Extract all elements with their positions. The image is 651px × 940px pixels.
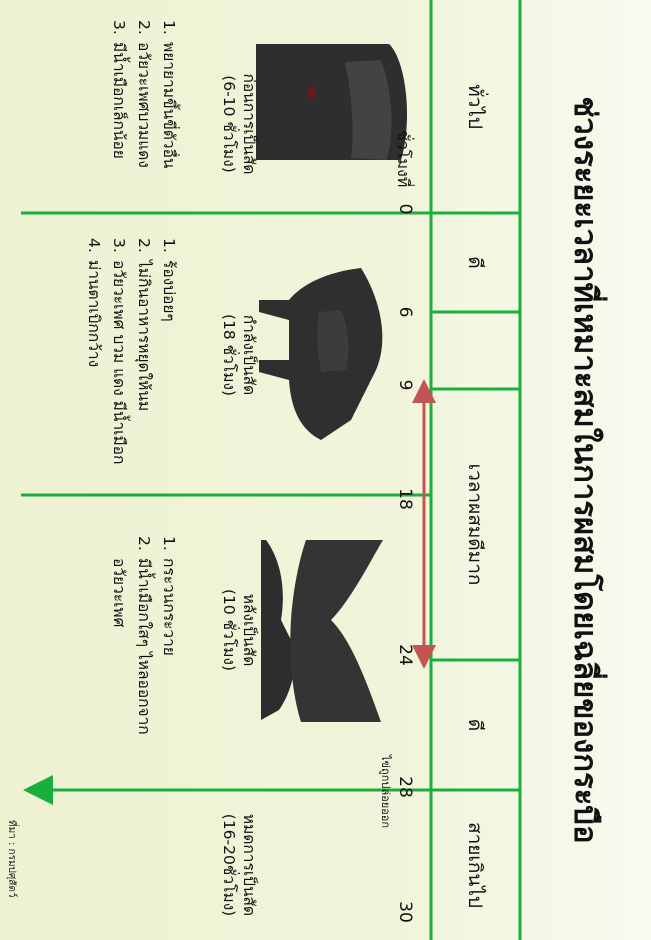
list-item-number: 2.: [134, 238, 153, 253]
list-item-text: มีน้ำเมือกเล็กน้อย: [109, 42, 128, 159]
signs-during-list: 1. ร้องบ่อยๆ 2. ไม่กินอาหารหยุดให้นม 3. อวั…: [81, 238, 181, 478]
list-item: 2. ไม่กินอาหารหยุดให้นม: [131, 238, 156, 478]
list-item-number: 1.: [160, 238, 178, 253]
list-item: 4. ม่านตาเบิกกว้าง: [81, 238, 106, 478]
list-item: 1. พยายามขึ้นขี่ตัวอื่น: [156, 20, 181, 205]
list-item-text: ร้องบ่อยๆ: [160, 260, 178, 322]
buffalo-image-after: [261, 540, 383, 722]
buffalo-image-during: [259, 268, 383, 440]
stage-end-title: หมดการเป็นสัด: [240, 813, 258, 917]
list-item-number: 1.: [160, 20, 178, 35]
list-item: 2. อวัยวะเพศบวมแดง: [131, 20, 156, 205]
ovulation-note: ไข่ถูกปล่อยออก: [379, 755, 392, 829]
stage-during-duration: (18 ชั่วโมง): [219, 313, 238, 397]
buffalo-image-before: [256, 44, 407, 160]
list-item: 1. กระวนกระวาย: [156, 536, 181, 776]
tick-label: 28: [395, 776, 415, 798]
list-item-number: 2.: [134, 20, 153, 35]
stage-during-title: กำลังเป็นสัด: [240, 314, 258, 396]
header-cell-good-1: ดี: [464, 256, 487, 269]
list-item-text: อวัยวะเพศบวมแดง: [134, 42, 153, 168]
list-item-number: 3.: [109, 238, 128, 253]
stage-before: ก่อนการเป็นสัด (6-10 ชั่วโมง): [219, 44, 259, 204]
tick-label: 6: [395, 306, 415, 318]
stage-end: หมดการเป็นสัด (16-20ชั่วโมง): [219, 795, 259, 935]
list-item: 3. มีน้ำเมือกเล็กน้อย: [106, 20, 131, 205]
header-cell-too-late: สายเกินไป: [464, 821, 487, 908]
tick-label: 18: [395, 488, 415, 510]
stage-after-duration: (10 ชั่วโมง): [219, 588, 238, 672]
signs-after-list: 1. กระวนกระวาย 2. มีน้ำเมือกใสๆ ไหลออกจากอ…: [106, 536, 181, 776]
list-item-number: 4.: [84, 238, 103, 253]
hour-label: ชั่วโมงที่: [394, 130, 413, 188]
list-item-text: มีน้ำเมือกใสๆ ไหลออกจากอวัยวะเพศ: [109, 558, 153, 735]
source-credit: ที่มา : กรมปศุสัตว์: [6, 820, 17, 898]
list-item: 3. อวัยวะเพศ บวม แดง มีน้ำเมือก: [106, 238, 131, 478]
tick-label: 24: [395, 644, 415, 666]
header-cell-best: เวลาผสมดีมาก: [464, 463, 487, 586]
tick-label: 9: [395, 379, 415, 391]
header-cell-good-2: ดี: [464, 718, 487, 732]
stage-after: หลังเป็นสัด (10 ชั่วโมง): [219, 540, 259, 720]
list-item-text: ม่านตาเบิกกว้าง: [84, 260, 103, 368]
stage-end-duration: (16-20ชั่วโมง): [219, 813, 238, 917]
header-cell-general: ทั่วไป: [464, 84, 487, 129]
list-item-number: 2.: [134, 536, 153, 551]
list-item-number: 3.: [109, 20, 128, 35]
list-item: 2. มีน้ำเมือกใสๆ ไหลออกจากอวัยวะเพศ: [106, 536, 156, 776]
stage-after-title: หลังเป็นสัด: [240, 593, 258, 667]
list-item: 1. ร้องบ่อยๆ: [156, 238, 181, 478]
tick-label: 30: [395, 901, 415, 923]
list-item-text: กระวนกระวาย: [160, 558, 178, 656]
tick-label: 0: [395, 203, 415, 215]
list-item-text: อวัยวะเพศ บวม แดง มีน้ำเมือก: [109, 260, 128, 465]
list-item-number: 1.: [160, 536, 178, 551]
stage-before-title: ก่อนการเป็นสัด: [240, 73, 258, 175]
list-item-text: ไม่กินอาหารหยุดให้นม: [134, 260, 153, 412]
stage-during: กำลังเป็นสัด (18 ชั่วโมง): [219, 270, 259, 440]
signs-before-list: 1. พยายามขึ้นขี่ตัวอื่น 2. อวัยวะเพศบวมแดง…: [106, 20, 181, 205]
stage-before-duration: (6-10 ชั่วโมง): [219, 75, 238, 173]
list-item-text: พยายามขึ้นขี่ตัวอื่น: [160, 42, 178, 169]
